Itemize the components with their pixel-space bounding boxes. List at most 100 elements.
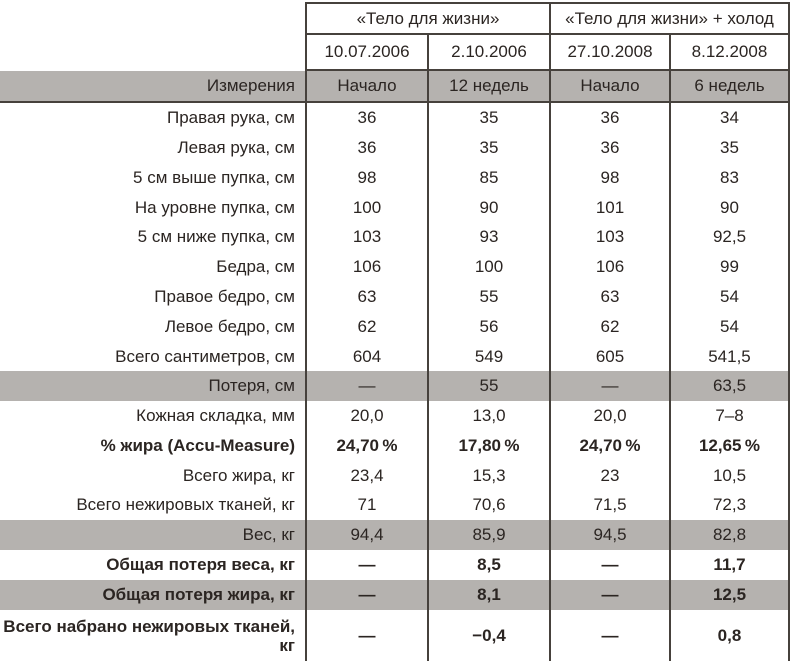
value-cell: 54 bbox=[669, 311, 790, 342]
value-cell: 100 bbox=[305, 192, 427, 223]
column-header-cell: Начало bbox=[305, 71, 427, 101]
row-label: Всего сантиметров, см bbox=[115, 346, 295, 366]
value-cell: 34 bbox=[669, 103, 790, 133]
value-cell: 90 bbox=[427, 192, 549, 223]
value-cell: 103 bbox=[305, 222, 427, 252]
table-row: % жира (Accu-Measure) 24,70 % 17,80 % 24… bbox=[0, 430, 790, 461]
row-label: Общая потеря жира, кг bbox=[102, 584, 295, 604]
value-cell: 8,5 bbox=[427, 549, 549, 580]
table-row: Всего жира, кг 23,4 15,3 23 10,5 bbox=[0, 460, 790, 491]
value-cell: 103 bbox=[549, 222, 669, 252]
row-label: 5 см ниже пупка, см bbox=[137, 227, 295, 247]
value-cell: 36 bbox=[305, 132, 427, 163]
table-row: Левая рука, см 36 35 36 35 bbox=[0, 132, 790, 163]
value-cell: 98 bbox=[549, 162, 669, 193]
table-row: Левое бедро, см 62 56 62 54 bbox=[0, 311, 790, 342]
header-spacer bbox=[0, 35, 305, 71]
value-cell: 36 bbox=[549, 103, 669, 133]
table-row: Всего нежировых тканей, кг 71 70,6 71,5 … bbox=[0, 490, 790, 521]
value-cell: — bbox=[549, 371, 669, 401]
table-row: Правое бедро, см 63 55 63 54 bbox=[0, 281, 790, 312]
group-header-cell: «Тело для жизни» + холод bbox=[549, 2, 790, 35]
value-cell: 62 bbox=[549, 311, 669, 342]
value-cell: 15,3 bbox=[427, 460, 549, 491]
row-label: Всего жира, кг bbox=[182, 465, 295, 485]
value-cell: 85,9 bbox=[427, 520, 549, 550]
table-row: Бедра, см 106 100 106 99 bbox=[0, 251, 790, 282]
row-label: Правая рука, см bbox=[166, 108, 295, 128]
value-cell: — bbox=[305, 371, 427, 401]
value-cell: 92,5 bbox=[669, 222, 790, 252]
value-cell: — bbox=[549, 609, 669, 661]
value-cell: 85 bbox=[427, 162, 549, 193]
value-cell: — bbox=[305, 549, 427, 580]
value-cell: 106 bbox=[305, 251, 427, 282]
value-cell: 549 bbox=[427, 341, 549, 372]
table-row: Вес, кг 94,4 85,9 94,5 82,8 bbox=[0, 520, 790, 550]
value-cell: 12,5 bbox=[669, 579, 790, 610]
value-cell: 36 bbox=[549, 132, 669, 163]
row-label: Вес, кг bbox=[242, 525, 295, 545]
value-cell: 83 bbox=[669, 162, 790, 193]
row-label: % жира (Accu-Measure) bbox=[100, 435, 295, 455]
value-cell: 55 bbox=[427, 281, 549, 312]
row-label: Всего нежировых тканей, кг bbox=[76, 495, 295, 515]
value-cell: 23 bbox=[549, 460, 669, 491]
date-cell: 27.10.2008 bbox=[549, 35, 669, 71]
row-label: Бедра, см bbox=[216, 257, 295, 277]
measure-header-label: Измерения bbox=[206, 76, 295, 96]
row-label: Кожная складка, мм bbox=[136, 406, 295, 426]
table-row: Кожная складка, мм 20,0 13,0 20,0 7–8 bbox=[0, 400, 790, 431]
value-cell: 8,1 bbox=[427, 579, 549, 610]
value-cell: 35 bbox=[427, 132, 549, 163]
row-label: Правое бедро, см bbox=[154, 286, 295, 306]
table-row: Общая потеря жира, кг — 8,1 — 12,5 bbox=[0, 579, 790, 610]
value-cell: 35 bbox=[427, 103, 549, 133]
value-cell: 56 bbox=[427, 311, 549, 342]
value-cell: 106 bbox=[549, 251, 669, 282]
table-row: Общая потеря веса, кг — 8,5 — 11,7 bbox=[0, 549, 790, 580]
row-label: Потеря, см bbox=[208, 376, 295, 396]
row-label: На уровне пупка, см bbox=[134, 197, 295, 217]
measure-header-row: Измерения Начало 12 недель Начало 6 неде… bbox=[0, 71, 790, 103]
value-cell: 35 bbox=[669, 132, 790, 163]
column-header-cell: 6 недель bbox=[669, 71, 790, 101]
value-cell: 17,80 % bbox=[427, 430, 549, 461]
value-cell: 23,4 bbox=[305, 460, 427, 491]
value-cell: 541,5 bbox=[669, 341, 790, 372]
value-cell: 94,5 bbox=[549, 520, 669, 550]
value-cell: −0,4 bbox=[427, 609, 549, 661]
table-row: Всего сантиметров, см 604 549 605 541,5 bbox=[0, 341, 790, 372]
table-row: Правая рука, см 36 35 36 34 bbox=[0, 103, 790, 133]
table-row: Потеря, см — 55 — 63,5 bbox=[0, 371, 790, 401]
value-cell: 94,4 bbox=[305, 520, 427, 550]
value-cell: 93 bbox=[427, 222, 549, 252]
value-cell: 62 bbox=[305, 311, 427, 342]
value-cell: 72,3 bbox=[669, 490, 790, 521]
value-cell: 24,70 % bbox=[549, 430, 669, 461]
date-cell: 10.07.2006 bbox=[305, 35, 427, 71]
value-cell: — bbox=[549, 549, 669, 580]
value-cell: 63,5 bbox=[669, 371, 790, 401]
value-cell: 10,5 bbox=[669, 460, 790, 491]
header-spacer bbox=[0, 2, 305, 35]
value-cell: 70,6 bbox=[427, 490, 549, 521]
date-header-row: 10.07.2006 2.10.2006 27.10.2008 8.12.200… bbox=[0, 35, 790, 71]
value-cell: 71 bbox=[305, 490, 427, 521]
value-cell: 20,0 bbox=[305, 400, 427, 431]
value-cell: 55 bbox=[427, 371, 549, 401]
value-cell: 604 bbox=[305, 341, 427, 372]
row-label: Общая потеря веса, кг bbox=[106, 555, 295, 575]
value-cell: — bbox=[549, 579, 669, 610]
value-cell: 100 bbox=[427, 251, 549, 282]
value-cell: 13,0 bbox=[427, 400, 549, 431]
value-cell: 71,5 bbox=[549, 490, 669, 521]
group-header-cell: «Тело для жизни» bbox=[305, 2, 549, 35]
value-cell: 82,8 bbox=[669, 520, 790, 550]
value-cell: 12,65 % bbox=[669, 430, 790, 461]
value-cell: 54 bbox=[669, 281, 790, 312]
value-cell: 7–8 bbox=[669, 400, 790, 431]
value-cell: 24,70 % bbox=[305, 430, 427, 461]
value-cell: 11,7 bbox=[669, 549, 790, 580]
